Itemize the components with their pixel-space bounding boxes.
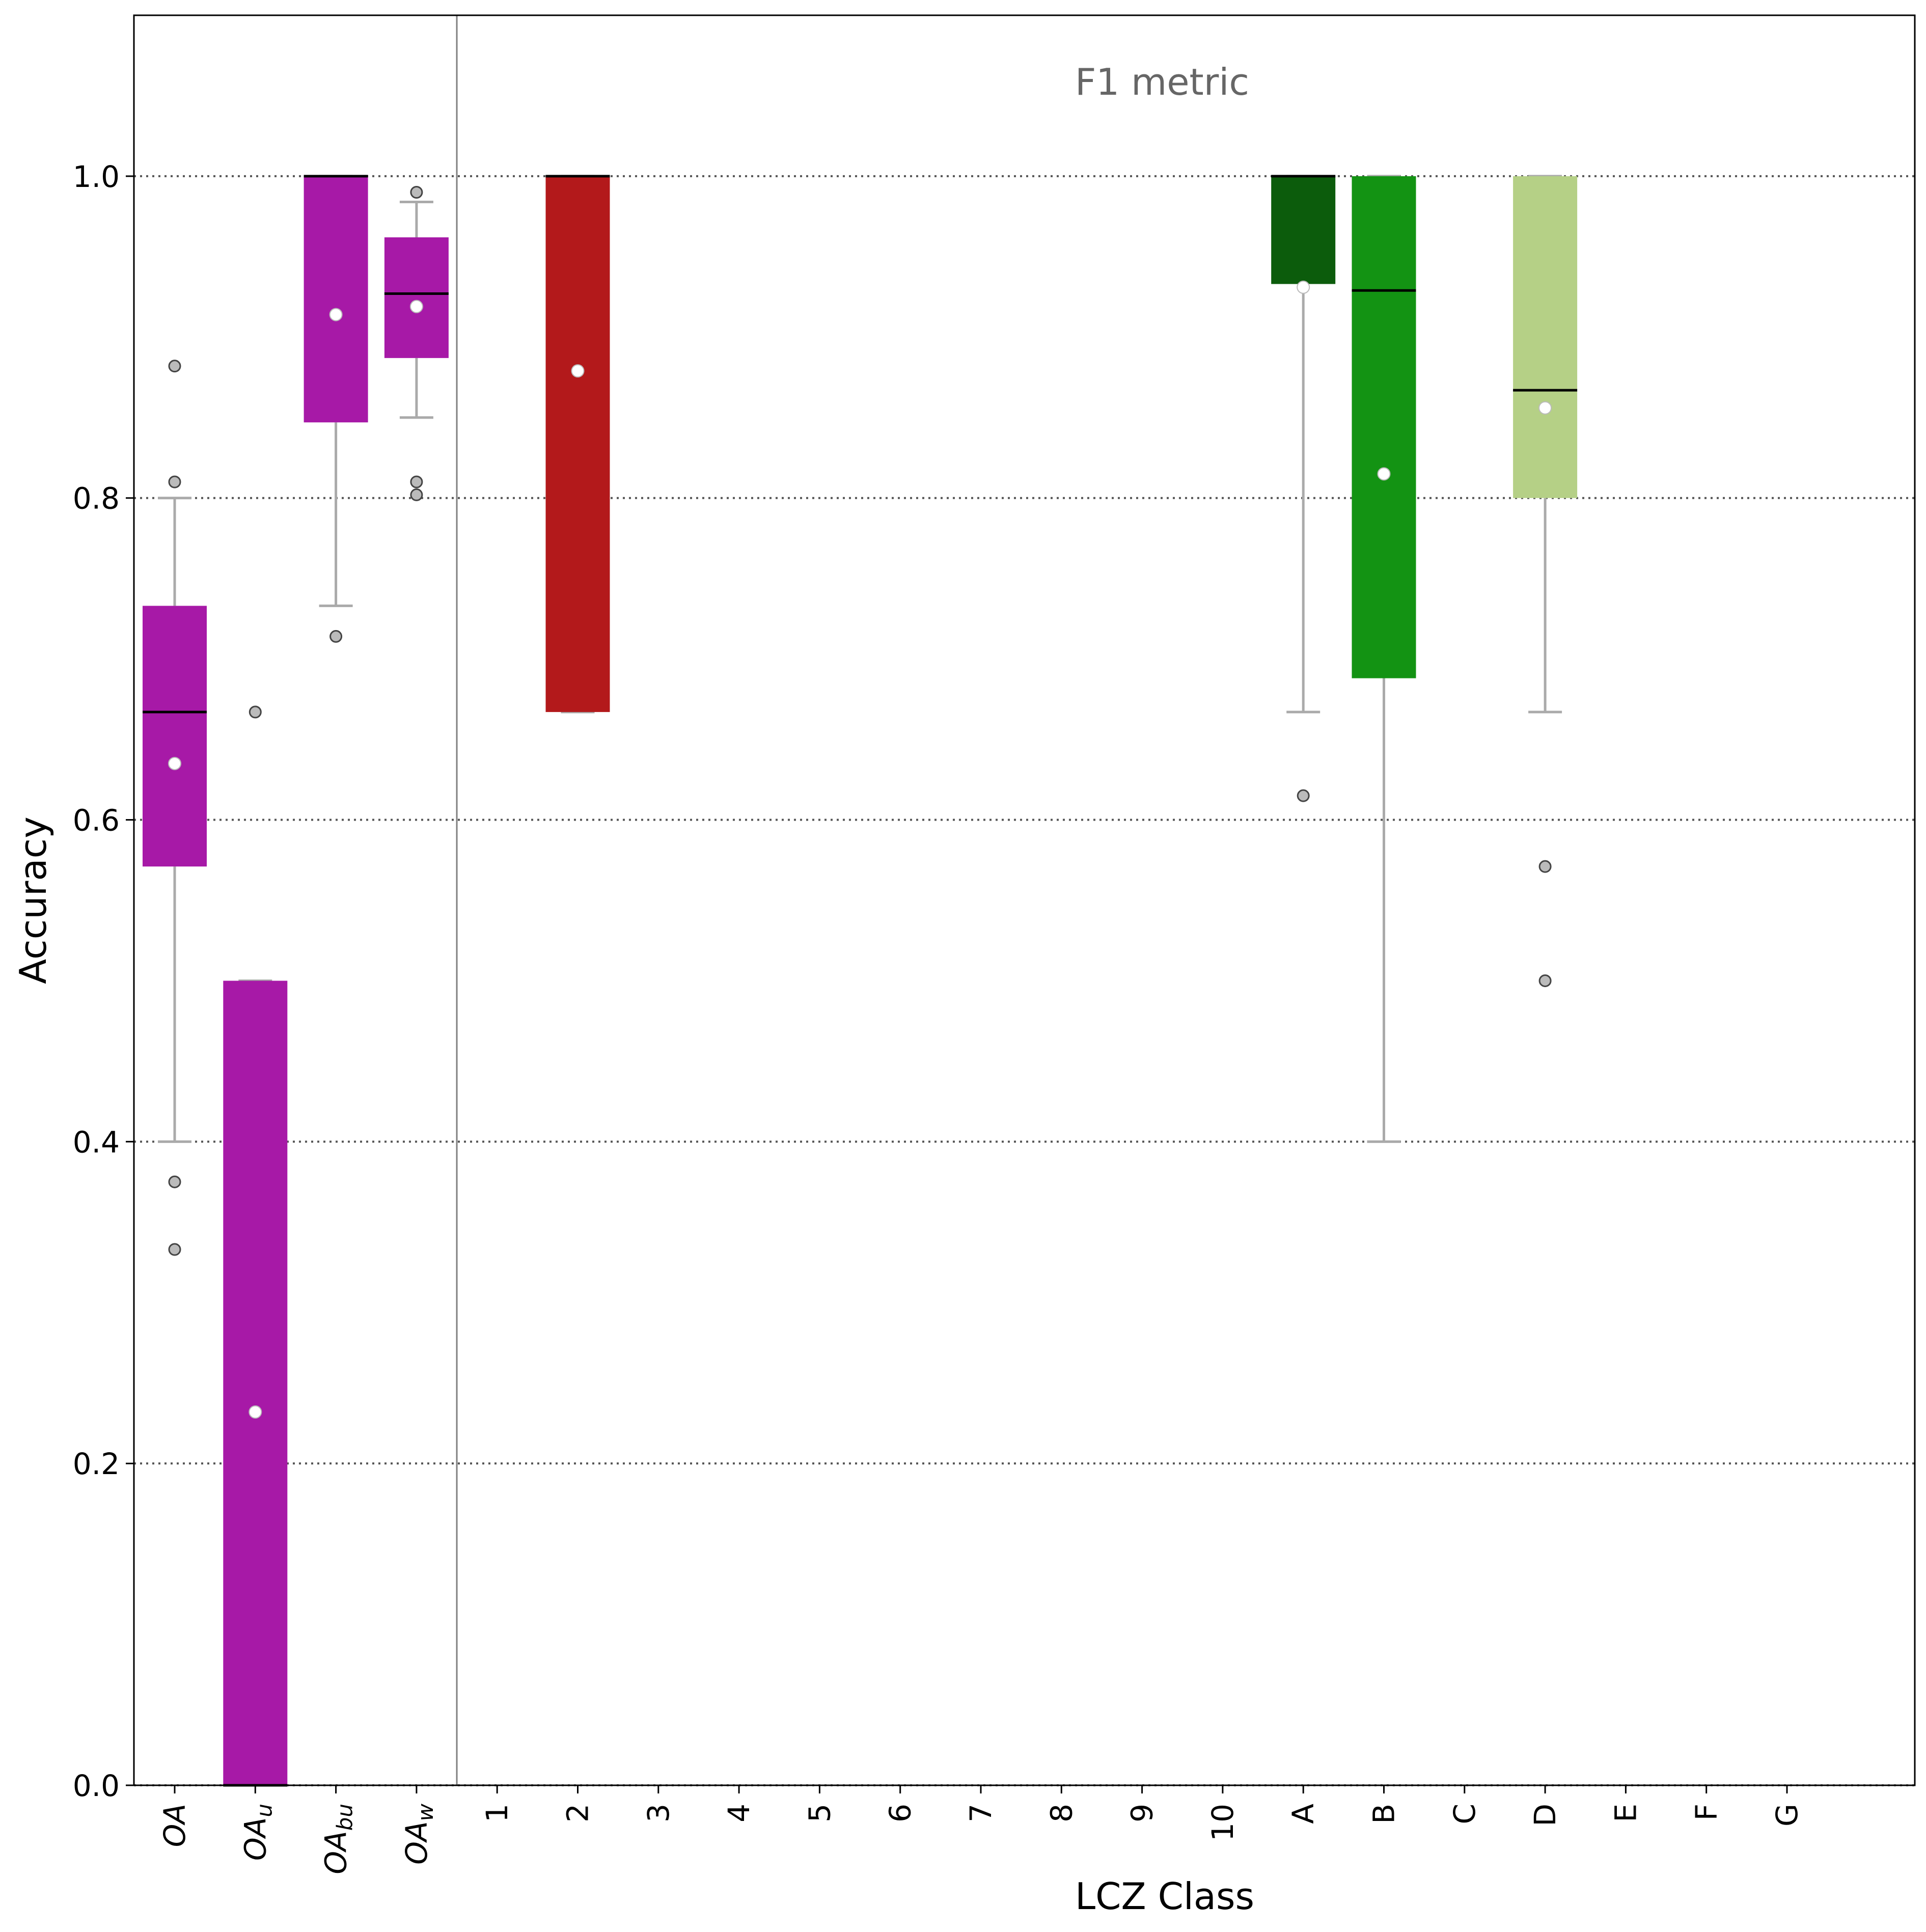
box-body — [384, 237, 449, 358]
y-axis-title: Accuracy — [12, 817, 54, 984]
outlier-point — [249, 705, 262, 719]
mean-marker — [249, 1405, 262, 1419]
x-tick-label: G — [1770, 1804, 1804, 1827]
box-body — [223, 981, 288, 1785]
y-tick-label: 0.2 — [73, 1447, 120, 1481]
outlier-point — [168, 1175, 181, 1188]
x-tick-label: OAu — [238, 1804, 277, 1861]
y-tick-label: 1.0 — [73, 159, 120, 194]
x-tick-label: 8 — [1044, 1804, 1079, 1822]
x-tick-label: OAw — [399, 1803, 438, 1864]
y-tick-label: 0.8 — [73, 481, 120, 516]
x-axis-title: LCZ Class — [1075, 1875, 1254, 1918]
box-5 — [545, 175, 610, 714]
box-15 — [1352, 175, 1416, 1143]
outlier-point — [168, 360, 181, 373]
x-tick-label: 7 — [964, 1804, 998, 1822]
box-body — [1513, 176, 1578, 498]
x-tick-label: OAbu — [319, 1804, 357, 1874]
annotation-f1-metric: F1 metric — [1075, 61, 1249, 103]
plot-frame — [133, 14, 1916, 1786]
mean-marker — [168, 756, 181, 770]
outlier-point — [410, 488, 423, 501]
box-body — [304, 176, 368, 423]
box-body — [1271, 176, 1336, 284]
outlier-point — [168, 475, 181, 488]
x-tick-label: 3 — [641, 1804, 676, 1822]
outlier-point — [1538, 974, 1552, 987]
mean-marker — [571, 364, 585, 378]
box-body — [1352, 176, 1416, 678]
outlier-point — [329, 630, 343, 643]
outlier-point — [1538, 860, 1552, 873]
mean-marker — [1538, 401, 1552, 415]
x-tick-label: 2 — [561, 1804, 595, 1822]
box-3 — [384, 186, 449, 501]
axis-ticks: 0.0 0.2 0.4 0.6 0.8 1.0 OA OAu OAbu OAw 1 2 3 4 5 6 7 8 9 1… — [73, 159, 1804, 1874]
box-14 — [1271, 175, 1336, 802]
x-tick-label: 4 — [722, 1804, 756, 1822]
boxes — [143, 175, 1578, 1787]
x-tick-label: F — [1689, 1804, 1724, 1820]
box-17 — [1513, 175, 1578, 987]
outlier-point — [168, 1243, 181, 1256]
y-tick-label: 0.0 — [73, 1768, 120, 1803]
y-tick-label: 0.4 — [73, 1125, 120, 1159]
x-tick-label: B — [1367, 1804, 1401, 1824]
x-tick-label: D — [1528, 1804, 1562, 1827]
box-0 — [143, 360, 207, 1256]
box-body — [545, 176, 610, 712]
box-2 — [304, 175, 368, 643]
x-tick-label: C — [1447, 1804, 1482, 1825]
outlier-point — [410, 475, 423, 488]
x-tick-label: 9 — [1125, 1804, 1160, 1822]
outlier-point — [410, 186, 423, 199]
box-body — [143, 606, 207, 867]
mean-marker — [1377, 467, 1391, 481]
mean-marker — [1297, 280, 1310, 294]
box-1 — [223, 705, 288, 1787]
mean-marker — [329, 308, 343, 321]
x-tick-label: E — [1608, 1804, 1643, 1822]
outlier-point — [1297, 789, 1310, 802]
x-tick-label: 1 — [480, 1804, 514, 1822]
x-tick-label: 5 — [802, 1804, 837, 1822]
x-tick-label: 6 — [883, 1804, 918, 1822]
x-tick-label: A — [1286, 1804, 1320, 1824]
x-tick-label: 10 — [1205, 1804, 1240, 1841]
y-tick-label: 0.6 — [73, 803, 120, 838]
mean-marker — [409, 300, 423, 313]
x-tick-label: OA — [157, 1804, 192, 1847]
